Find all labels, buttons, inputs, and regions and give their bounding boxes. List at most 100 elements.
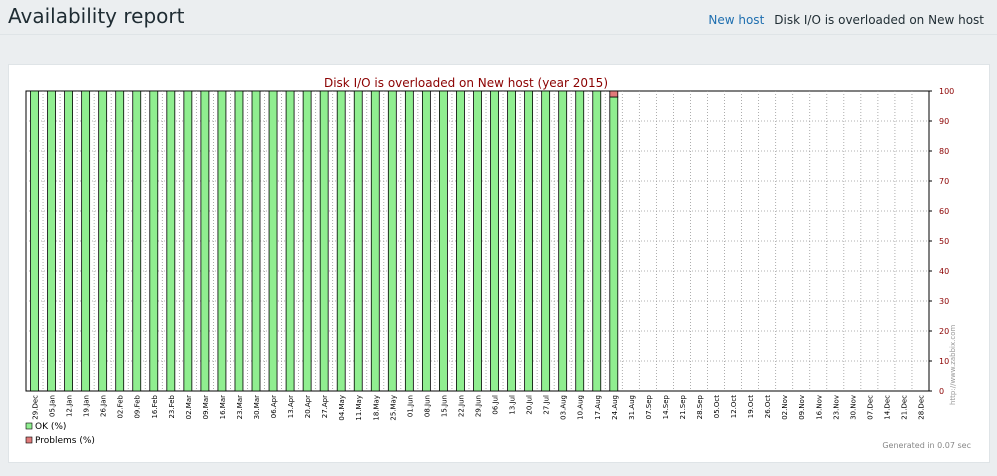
- x-tick-label: 18.May: [372, 395, 380, 421]
- chart-title: Disk I/O is overloaded on New host (year…: [324, 76, 608, 90]
- x-tick-label: 01.Jun: [406, 395, 414, 417]
- x-tick-label: 20.Apr: [304, 395, 312, 418]
- legend: OK (%) Problems (%): [25, 422, 95, 446]
- x-tick-label: 02.Feb: [117, 394, 125, 418]
- x-tick-label: 10.Aug: [577, 395, 585, 420]
- x-tick-label: 07.Sep: [645, 394, 653, 419]
- y-tick-label: 50: [939, 237, 949, 246]
- x-tick-label: 28.Dec: [917, 395, 925, 420]
- x-tick-label: 20.Jul: [526, 395, 534, 415]
- x-tick-label: 06.Jul: [492, 395, 500, 415]
- x-tick-label: 13.Apr: [287, 395, 295, 418]
- bar-ok: [473, 90, 482, 392]
- bar-ok: [336, 90, 346, 392]
- legend-swatch: [25, 436, 33, 444]
- bar-ok: [456, 90, 465, 392]
- y-tick-labels: 0 10 20 30 40 50 60 70 80 90 100: [929, 87, 954, 396]
- legend-label: OK (%): [35, 422, 66, 432]
- x-tick-label: 26.Jan: [100, 395, 108, 417]
- x-tick-label: 17.Aug: [594, 395, 602, 420]
- host-link[interactable]: New host: [708, 13, 765, 27]
- x-tick-label: 14.Sep: [662, 394, 670, 419]
- x-tick-label: 28.Sep: [696, 394, 704, 419]
- footer-note: Generated in 0.07 sec: [882, 441, 971, 450]
- x-tick-label: 19.Jan: [83, 395, 91, 417]
- x-tick-label: 03.Aug: [560, 395, 568, 420]
- x-tick-label: 23.Mar: [236, 395, 244, 419]
- bar-ok: [200, 90, 210, 392]
- x-tick-label: 31.Aug: [628, 395, 636, 420]
- x-tick-label: 14.Dec: [883, 395, 891, 420]
- x-tick-label: 11.May: [355, 395, 363, 421]
- bars-layer: [30, 90, 619, 392]
- bar-ok: [490, 90, 499, 392]
- y-tick-label: 40: [939, 267, 949, 276]
- x-tick-label: 09.Feb: [134, 394, 142, 418]
- bar-ok: [30, 90, 39, 392]
- bar-ok: [541, 90, 551, 392]
- availability-chart: Disk I/O is overloaded on New host (year…: [25, 76, 971, 450]
- y-tick-label: 90: [939, 117, 949, 126]
- legend-swatch: [25, 422, 33, 430]
- x-tick-label: 23.Feb: [168, 394, 176, 418]
- y-tick-label: 60: [939, 207, 949, 216]
- bar-ok: [285, 90, 295, 392]
- bar-ok: [319, 90, 329, 392]
- x-tick-label: 27.Apr: [321, 395, 329, 418]
- x-tick-labels: 29.Dec 05.Jan 12.Jan 19.Jan 26.Jan 02.Feb 09.F…: [32, 394, 926, 420]
- trigger-name: Disk I/O is overloaded on New host: [774, 13, 984, 27]
- x-tick-label: 16.Nov: [815, 395, 823, 420]
- bar-ok: [439, 90, 448, 392]
- x-tick-label: 07.Dec: [866, 395, 874, 420]
- bar-ok: [558, 90, 568, 392]
- y-tick-label: 70: [939, 177, 949, 186]
- x-tick-label: 02.Nov: [781, 395, 789, 420]
- bar-ok: [251, 90, 261, 392]
- bar-ok: [217, 90, 227, 392]
- bar-ok: [507, 90, 516, 392]
- bar-ok: [166, 90, 176, 392]
- y-tick-label: 20: [939, 327, 949, 336]
- x-tick-label: 06.Apr: [270, 395, 278, 418]
- bar-ok: [302, 90, 312, 392]
- bar-ok: [132, 90, 142, 392]
- x-tick-label: 23.Nov: [832, 395, 840, 420]
- bar-ok: [575, 90, 585, 392]
- bar-ok: [353, 90, 363, 392]
- page-header: Availability report New host Disk I/O is …: [0, 0, 997, 34]
- x-tick-label: 13.Jul: [509, 395, 517, 415]
- y-tick-label: 30: [939, 297, 949, 306]
- x-tick-label: 27.Jul: [543, 395, 551, 415]
- watermark: http://www.zabbix.com: [949, 325, 957, 405]
- bar-ok: [370, 90, 380, 392]
- y-tick-label: 0: [939, 387, 944, 396]
- x-tick-label: 12.Oct: [730, 395, 738, 418]
- x-tick-label: 30.Mar: [253, 395, 261, 419]
- x-tick-label: 05.Oct: [713, 395, 721, 418]
- x-tick-label: 21.Dec: [900, 395, 908, 420]
- bar-ok: [81, 90, 91, 392]
- x-tick-label: 09.Nov: [798, 395, 806, 420]
- x-tick-label: 04.May: [338, 395, 346, 421]
- x-tick-label: 29.Jun: [475, 395, 483, 417]
- bar-problems: [609, 90, 619, 98]
- bar-ok: [524, 90, 534, 392]
- breadcrumb: New host Disk I/O is overloaded on New ho…: [708, 13, 984, 27]
- bar-ok: [387, 90, 397, 392]
- x-tick-label: 05.Jan: [49, 395, 57, 417]
- x-tick-label: 30.Nov: [849, 395, 857, 420]
- x-tick-label: 21.Sep: [679, 394, 687, 419]
- page-title: Availability report: [8, 4, 185, 28]
- y-tick-label: 80: [939, 147, 949, 156]
- bar-ok: [47, 90, 56, 392]
- bar-ok: [268, 90, 278, 392]
- x-tick-label: 16.Feb: [151, 394, 159, 418]
- x-tick-label: 24.Aug: [611, 395, 619, 420]
- x-tick-label: 09.Mar: [202, 395, 210, 419]
- bar-ok: [149, 90, 159, 392]
- x-tick-label: 29.Dec: [32, 395, 40, 420]
- x-tick-label: 15.Jun: [440, 395, 448, 417]
- bar-ok: [421, 90, 431, 392]
- bar-ok: [98, 90, 108, 392]
- x-tick-label: 19.Oct: [747, 395, 755, 418]
